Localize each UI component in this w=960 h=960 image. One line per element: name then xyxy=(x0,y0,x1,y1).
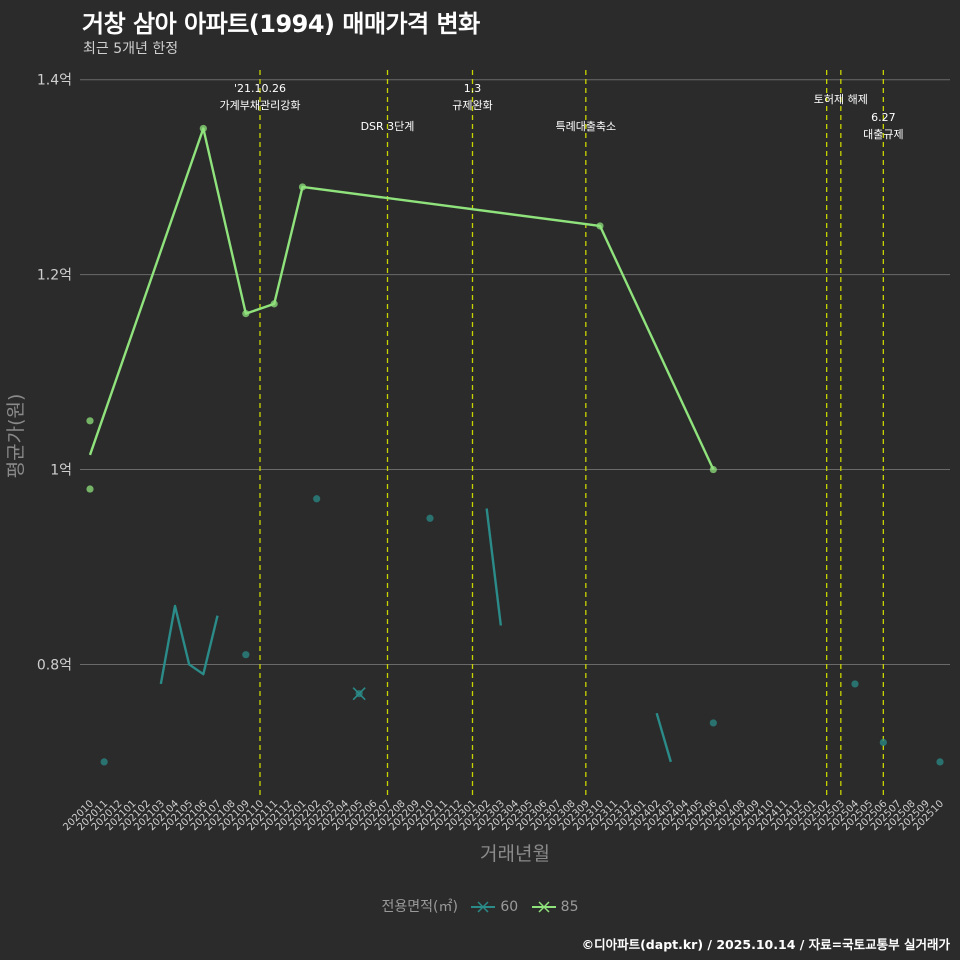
y-axis-ticks: 0.8억 1억 1.2억 1.4억 xyxy=(37,73,72,674)
x-axis-label: 거래년월 xyxy=(480,843,550,865)
series-60-point xyxy=(242,651,250,659)
legend-label-85: 85 xyxy=(560,899,579,915)
legend: 전용면적(㎡) 60 85 xyxy=(0,896,960,916)
y-tick-label: 1억 xyxy=(50,463,72,479)
y-tick-label: 1.4억 xyxy=(37,73,72,89)
x-axis-ticks: 2020102020112020122021012021022021032021… xyxy=(61,798,946,833)
legend-key-85-icon xyxy=(531,901,556,913)
event-label: DSR 3단계 xyxy=(361,120,415,133)
series-60-cross xyxy=(352,687,366,701)
legend-label-60: 60 xyxy=(500,899,519,915)
event-label: 특례대출축소 xyxy=(555,120,616,133)
y-tick-label: 1.2억 xyxy=(37,268,72,284)
y-tick-label: 0.8억 xyxy=(37,657,72,673)
series-60-point xyxy=(936,758,944,766)
event-label: '21.10.26 xyxy=(234,82,286,95)
series-85-point xyxy=(709,465,717,474)
chart-subtitle: 최근 5개년 한정 xyxy=(83,41,179,57)
event-label: 1.3 xyxy=(464,82,482,95)
source-caption: ©디아파트(dapt.kr) / 2025.10.14 / 자료=국토교통부 실… xyxy=(581,937,950,952)
series-85-point xyxy=(242,310,250,318)
series-85-point xyxy=(270,300,278,308)
series-60-point xyxy=(851,680,859,688)
event-label: 가계부채관리강화 xyxy=(220,99,301,112)
series-60-point xyxy=(879,738,887,747)
series-60-line xyxy=(159,604,219,685)
series-85-line xyxy=(88,127,715,471)
legend-title: 전용면적(㎡) xyxy=(381,899,458,915)
y-axis-label: 평균가(원) xyxy=(5,394,27,479)
legend-item-85: 85 xyxy=(531,899,579,915)
event-label: 토허제 해제 xyxy=(814,92,868,106)
series-85-point xyxy=(86,485,94,493)
series-60-line xyxy=(485,508,503,626)
series-60-point xyxy=(313,495,321,503)
chart-title: 거창 삼아 아파트(1994) 매매가격 변화 xyxy=(82,10,480,38)
data-series xyxy=(86,124,944,766)
series-60-line xyxy=(655,712,672,763)
legend-key-60-icon xyxy=(471,901,496,913)
event-label: 6.27 xyxy=(871,111,896,124)
event-label: 대출규제 xyxy=(863,128,903,141)
series-60-point xyxy=(709,719,717,727)
series-85-point xyxy=(596,222,604,230)
series-85-point xyxy=(199,124,207,133)
series-85-point xyxy=(86,417,94,425)
grid-lines xyxy=(80,79,950,665)
legend-item-60: 60 xyxy=(470,899,518,915)
event-label: 규제완화 xyxy=(452,99,492,112)
series-60-point xyxy=(100,758,108,766)
series-85-point xyxy=(298,183,307,191)
series-60-point xyxy=(426,514,434,522)
